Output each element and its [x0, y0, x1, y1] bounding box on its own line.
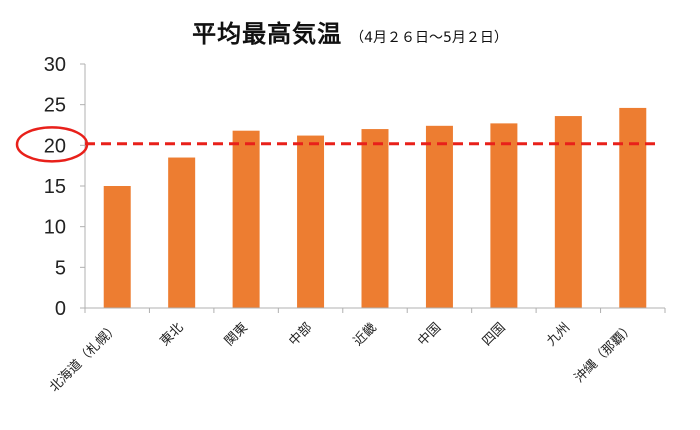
highlight-circle [15, 126, 89, 163]
bar [168, 157, 196, 308]
chart-title: 平均最高気温 （4月２６日～5月２日） [0, 14, 700, 49]
bars [103, 107, 647, 309]
x-tick-label: 九州 [544, 320, 573, 349]
x-tick-label: 沖縄（那覇） [572, 320, 638, 386]
x-tick-label: 東北 [157, 320, 187, 350]
bar [232, 130, 260, 308]
chart-title-main: 平均最高気温 [192, 20, 343, 48]
y-axis: 0 5 10 15 20 25 30 [44, 54, 86, 320]
y-tick-label: 15 [44, 176, 66, 198]
bar [103, 186, 131, 308]
x-tick-label: 近畿 [351, 320, 380, 349]
bar [425, 125, 453, 309]
y-tick-label: 10 [44, 217, 66, 239]
x-tick-label: 北海道（札幌） [46, 320, 122, 396]
y-tick-label: 25 [44, 95, 66, 117]
bar [361, 129, 389, 308]
x-tick-label: 四国 [480, 320, 509, 349]
y-tick-label: 0 [55, 298, 66, 320]
chart-title-subtitle: （4月２６日～5月２日） [350, 30, 508, 46]
x-tick-label: 中国 [415, 320, 444, 349]
bar [297, 135, 325, 308]
y-tick-label: 5 [55, 257, 66, 279]
x-tick-label: 関東 [221, 320, 251, 350]
x-tick-label: 中部 [286, 320, 315, 349]
reference-line-group [15, 126, 657, 163]
bar [554, 116, 582, 308]
bar [619, 107, 647, 308]
bar [490, 123, 518, 308]
y-tick-label: 20 [44, 135, 66, 157]
y-tick-label: 30 [44, 54, 66, 76]
